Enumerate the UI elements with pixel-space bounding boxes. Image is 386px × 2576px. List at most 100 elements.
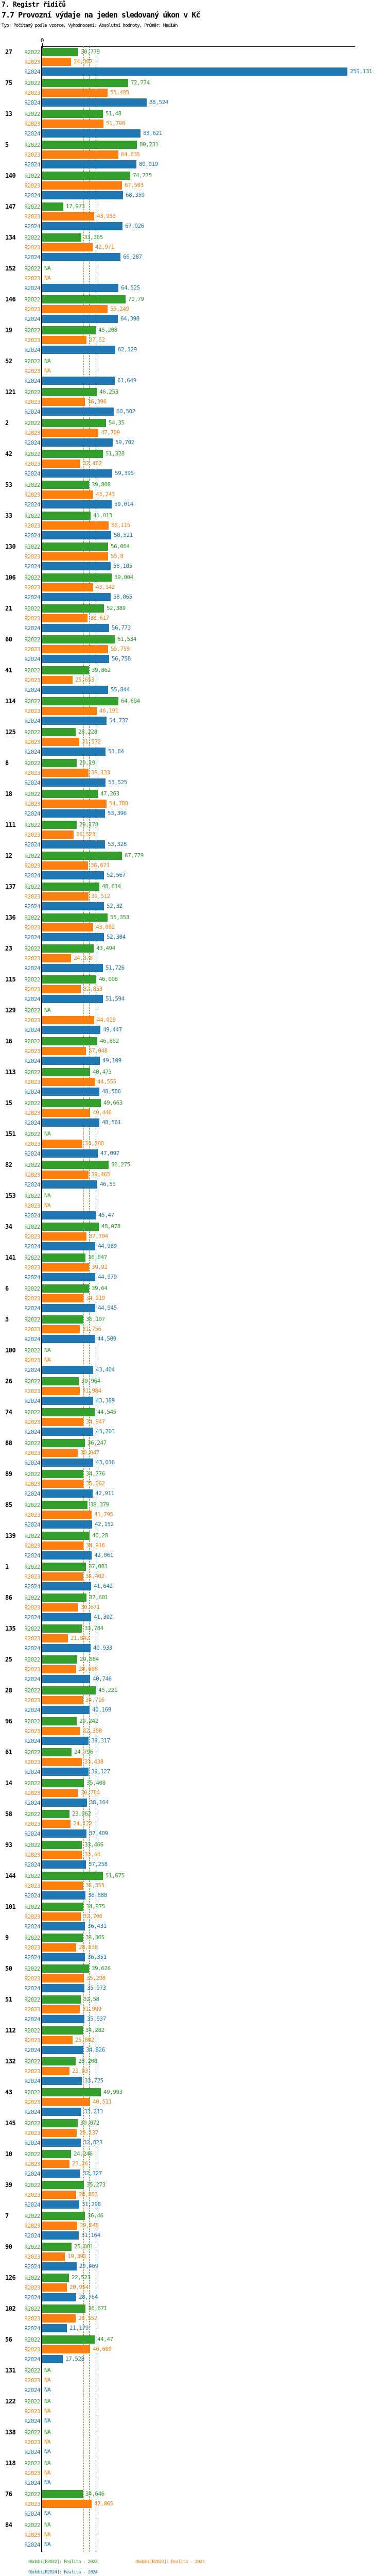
group-id-label: 50 [5,1965,12,1972]
value-bar-r2023 [42,1912,81,1921]
series-row-r2023: R2023 NA [0,2531,386,2540]
series-label: R2023 [24,1728,40,1735]
series-row-r2024: R2024 34,826 [0,2046,386,2056]
value-bar-r2023 [42,2005,80,2013]
series-row-r2024: R2024 NA [0,2479,386,2488]
series-row-r2024: R2024 58,105 [0,562,386,572]
series-row-r2023: R2023 30,671 [0,1603,386,1613]
value-bar-r2024 [42,222,122,230]
series-row-r2022: R2022 44,545 [0,1408,386,1418]
value-bar-r2023 [42,58,71,66]
value-bar-r2022 [42,821,77,829]
value-bar-r2023 [42,1480,83,1488]
bar-group: 50 R2022 39,626 R2023 35,298 R2024 35,973 [0,1964,386,1994]
value-label: 34,919 [86,1295,105,1301]
series-label: R2022 [24,2306,40,2312]
series-row-r2022: R2022 22,523 [0,2274,386,2283]
value-bar-r2024 [42,964,103,972]
series-label: R2024 [24,810,40,817]
value-bar-r2022 [42,48,78,56]
series-label: R2023 [24,1295,40,1302]
value-bar-r2022 [42,975,96,984]
value-bar-r2023 [42,1078,95,1086]
bar-group: 141 R2022 36,847 R2023 39,92 R2024 44,979 [0,1253,386,1283]
median-line-r2022 [89,46,90,2552]
page-subtitle: 7.7 Provozní výdaje na jeden sledovaný ú… [2,10,200,20]
series-row-r2022: R2022 34,776 [0,1470,386,1480]
group-id-label: 102 [5,2305,16,2312]
value-bar-r2022 [42,2181,84,2189]
value-label: 40,609 [93,2346,112,2352]
bar-group: 53 R2022 39,808 R2023 43,243 R2024 59,014 [0,481,386,510]
value-label: 70,79 [128,296,144,302]
series-row-r2024: R2024 64,398 [0,315,386,325]
value-label: 29,646 [80,2222,99,2229]
value-label: 43,389 [96,1397,115,1404]
value-bar-r2024 [42,995,103,1003]
value-label: 54,737 [109,717,128,724]
value-label: 58,105 [113,563,132,569]
group-id-label: 33 [5,512,12,519]
value-label: 28,608 [79,1666,98,1672]
na-label: NA [44,1347,51,1353]
series-label: R2024 [24,409,40,415]
series-label: R2022 [24,2429,40,2436]
group-id-label: 53 [5,481,12,488]
value-label: 49,663 [103,1099,122,1106]
series-row-r2022: R2022 46,852 [0,1037,386,1047]
value-bar-r2024 [42,1953,85,1961]
series-row-r2023: R2023 NA [0,2376,386,2386]
value-label: 56,115 [111,522,130,529]
series-label: R2024 [24,1274,40,1281]
series-row-r2024: R2024 53,328 [0,840,386,850]
series-row-r2022: R2022 NA [0,357,386,367]
series-label: R2023 [24,770,40,776]
value-label: 40,933 [93,1645,112,1651]
value-label: 17,528 [65,2355,84,2362]
value-bar-r2024 [42,160,136,168]
series-label: R2023 [24,1697,40,1704]
series-row-r2023: R2023 NA [0,2469,386,2479]
series-label: R2023 [24,2192,40,2198]
value-bar-r2024 [42,1829,86,1838]
series-label: R2022 [24,822,40,828]
series-row-r2023: R2023 35,298 [0,1974,386,1984]
na-label: NA [44,2479,51,2486]
value-label: 23,03 [72,2067,88,2074]
bar-group: 130 R2022 56,064 R2023 55,8 R2024 58,105 [0,543,386,572]
series-row-r2022: R2022 41,013 [0,512,386,521]
value-label: 49,447 [103,1026,122,1033]
series-row-r2024: R2024 36,351 [0,1953,386,1963]
value-label: 31,572 [82,738,101,745]
value-bar-r2023 [42,1511,92,1519]
series-row-r2023: R2023 24,307 [0,58,386,67]
series-row-r2023: R2023 32,853 [0,985,386,995]
value-label: 36,847 [88,1254,107,1261]
series-row-r2022: R2022 35,408 [0,1779,386,1789]
series-label: R2022 [24,853,40,859]
value-label: 64,835 [121,151,140,158]
bar-group: 106 R2022 59,004 R2023 43,142 R2024 58,065 [0,573,386,603]
series-label: R2024 [24,69,40,75]
bar-group: 144 R2022 51,675 R2023 34,355 R2024 36,888 [0,1872,386,1901]
bar-group: 151 R2022 NA R2023 34,268 R2024 47,097 [0,1130,386,1159]
series-row-r2024: R2024 NA [0,2540,386,2550]
value-label: 59,004 [114,574,133,581]
value-label: 55,759 [111,646,130,652]
series-label: R2023 [24,1975,40,1982]
series-row-r2024: R2024 39,317 [0,1737,386,1747]
value-bar-r2023 [42,1634,68,1642]
value-bar-r2022 [42,1995,81,2004]
value-bar-r2022 [42,2119,78,2127]
series-label: R2023 [24,1079,40,1086]
value-label: 23,062 [72,1810,91,1817]
series-label: R2023 [24,368,40,375]
value-bar-r2022 [42,666,89,674]
value-bar-r2022 [42,697,118,705]
value-bar-r2023 [42,1294,83,1302]
series-label: R2023 [24,337,40,344]
series-label: R2023 [24,151,40,158]
value-bar-r2022 [42,1872,103,1880]
series-row-r2023: R2023 40,609 [0,2345,386,2355]
value-bar-r2023 [42,2129,77,2137]
